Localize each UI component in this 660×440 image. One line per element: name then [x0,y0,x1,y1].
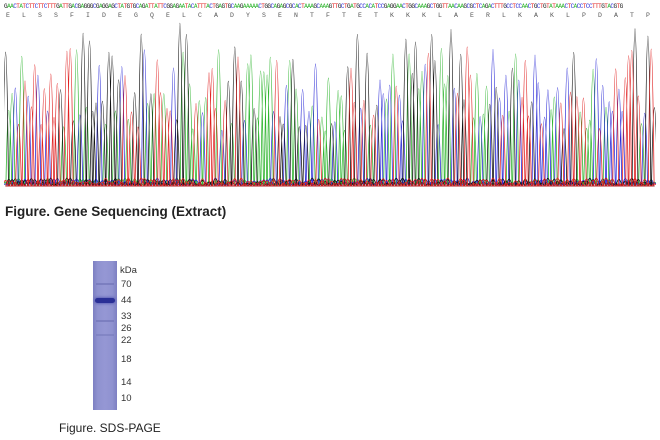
gel-faint-band [96,283,114,285]
marker-label-26: 26 [121,323,132,334]
kda-unit-label: kDa [120,265,137,276]
marker-label-14: 14 [121,377,132,388]
marker-label-33: 33 [121,311,132,322]
gel-faint-band [96,334,114,336]
marker-label-18: 18 [121,354,132,365]
gel-protein-band [95,298,115,303]
gene-sequencing-caption: Figure. Gene Sequencing (Extract) [5,204,227,219]
amino-acid-sequence: E L S S F I D E G Q E L C A D Y S E N T … [6,12,656,19]
trace-T [4,46,656,187]
marker-label-44: 44 [121,295,132,306]
chromatogram-trace [4,23,656,187]
marker-label-22: 22 [121,335,132,346]
marker-label-70: 70 [121,279,132,290]
nucleotide-sequence: GAACTATCTTCTTCTTTGATTGACGAGGGCGAGGAGCTAT… [4,3,623,10]
gel-faint-band [96,320,114,322]
sds-page-caption: Figure. SDS-PAGE [59,421,161,435]
marker-label-10: 10 [121,393,132,404]
